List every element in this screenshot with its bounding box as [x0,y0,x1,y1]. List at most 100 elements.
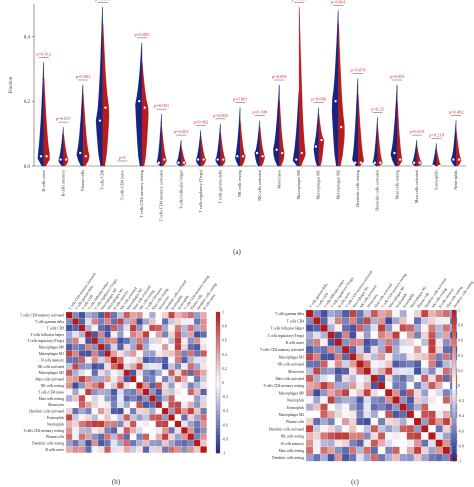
heatmap-cell [435,417,443,426]
heatmap-cell [442,381,451,390]
heatmap-cell [117,382,124,389]
heatmap-cell [313,324,321,332]
heatmap-cell [123,420,131,428]
row-label: Macrophages M0 [279,391,304,395]
heatmap-cell [187,324,195,332]
x-tick-label: T cells CD4 memory resting [139,169,144,218]
heatmap-cell [161,407,169,415]
row-label: NK cells activated [277,363,304,367]
heatmap-cell [313,425,321,433]
median-dot [373,161,377,164]
heatmap-cell [149,350,156,357]
heatmap-cell [136,369,143,377]
heatmap-cell [161,324,169,332]
heatmap-cell [142,331,150,338]
heatmap-cell [161,350,169,357]
heatmap-cell [406,439,415,447]
heatmap-cell [392,425,400,433]
heatmap-cell [413,360,422,368]
colorbar-segment [452,457,456,462]
heatmap-cell [334,317,343,325]
heatmap-cell [327,396,335,404]
heatmap-cell [334,432,343,440]
heatmap-cell [320,432,328,440]
heatmap-cell [104,343,111,351]
heatmap-cell [161,446,169,453]
heatmap-cell [435,374,443,383]
heatmap-cell [413,396,422,404]
heatmap-cell [385,417,393,426]
heatmap-cell [327,425,335,433]
heatmap-cell [435,425,443,433]
heatmap-cell [72,337,79,345]
heatmap-cell [370,367,379,375]
colorbar-segment [452,366,456,371]
heatmap-cell [327,331,335,339]
heatmap-cell [370,324,379,332]
heatmap-cell [104,350,111,357]
colorbar-segment [452,419,456,424]
heatmap-cell [341,367,350,375]
heatmap-cell [117,363,124,370]
heatmap-cell [174,420,182,428]
heatmap-cell [200,311,207,319]
heatmap-cell [187,331,195,338]
heatmap-cell [168,433,175,441]
heatmap-cell [65,369,73,377]
heatmap-cell [363,396,371,404]
heatmap-cell [421,403,429,411]
colorbar-frame [215,311,221,454]
heatmap-cell [406,331,415,339]
heatmap-cell [181,311,188,319]
heatmap-cell [356,360,364,368]
x-tick-label: T cells CD4 naive [119,170,124,200]
heatmap-cell [428,381,436,390]
heatmap-cell [406,360,415,368]
median-dot [281,151,284,155]
heatmap-cell [435,367,443,375]
heatmap-cell [363,439,371,447]
heatmap-cell [142,433,150,441]
x-tick-label: B cells naive [41,170,46,192]
heatmap-cell [392,309,400,318]
heatmap-cell [200,420,207,428]
colorbar-segment [452,408,456,413]
heatmap-cell [161,375,169,383]
violin-right-half [436,149,441,167]
heatmap-cell [129,414,137,421]
heatmap-cell [421,410,429,419]
row-label: Eosinophils [47,416,65,420]
heatmap-cell [155,343,163,351]
heatmap-cell [413,453,422,462]
row-label: Dendritic cells activated [29,410,64,414]
heatmap-cell [117,446,124,453]
heatmap-cell [161,395,169,402]
heatmap-cell [413,432,422,440]
heatmap-cell [129,356,137,364]
y-tick-label: 0.0 [24,165,31,170]
heatmap-cell [78,331,86,338]
heatmap-cell [200,446,207,453]
heatmap-cell [356,324,364,332]
heatmap-cell [168,363,175,370]
colorbar-tick-label: 0 [222,381,224,385]
heatmap-cell [174,350,182,357]
row-label: T cells CD4 memory resting [23,429,64,433]
heatmap-cell [341,410,350,419]
heatmap-cell [85,395,92,402]
heatmap-cell [193,388,201,396]
heatmap-cell [91,439,99,447]
median-dot [457,158,461,161]
heatmap-cell [327,345,335,354]
heatmap-cell [129,433,137,441]
heatmap-cell [392,353,400,361]
x-tick-label: Dendritic cells resting [355,169,360,207]
heatmap-cell [85,433,92,441]
heatmap-cell [363,367,371,375]
heatmap-cell [413,367,422,375]
colorbar-segment [452,347,456,352]
x-tick-label: Dendritic cells activated [375,169,380,211]
heatmap-cell [370,425,379,433]
heatmap-cell [341,425,350,433]
heatmap-cell [193,446,201,453]
